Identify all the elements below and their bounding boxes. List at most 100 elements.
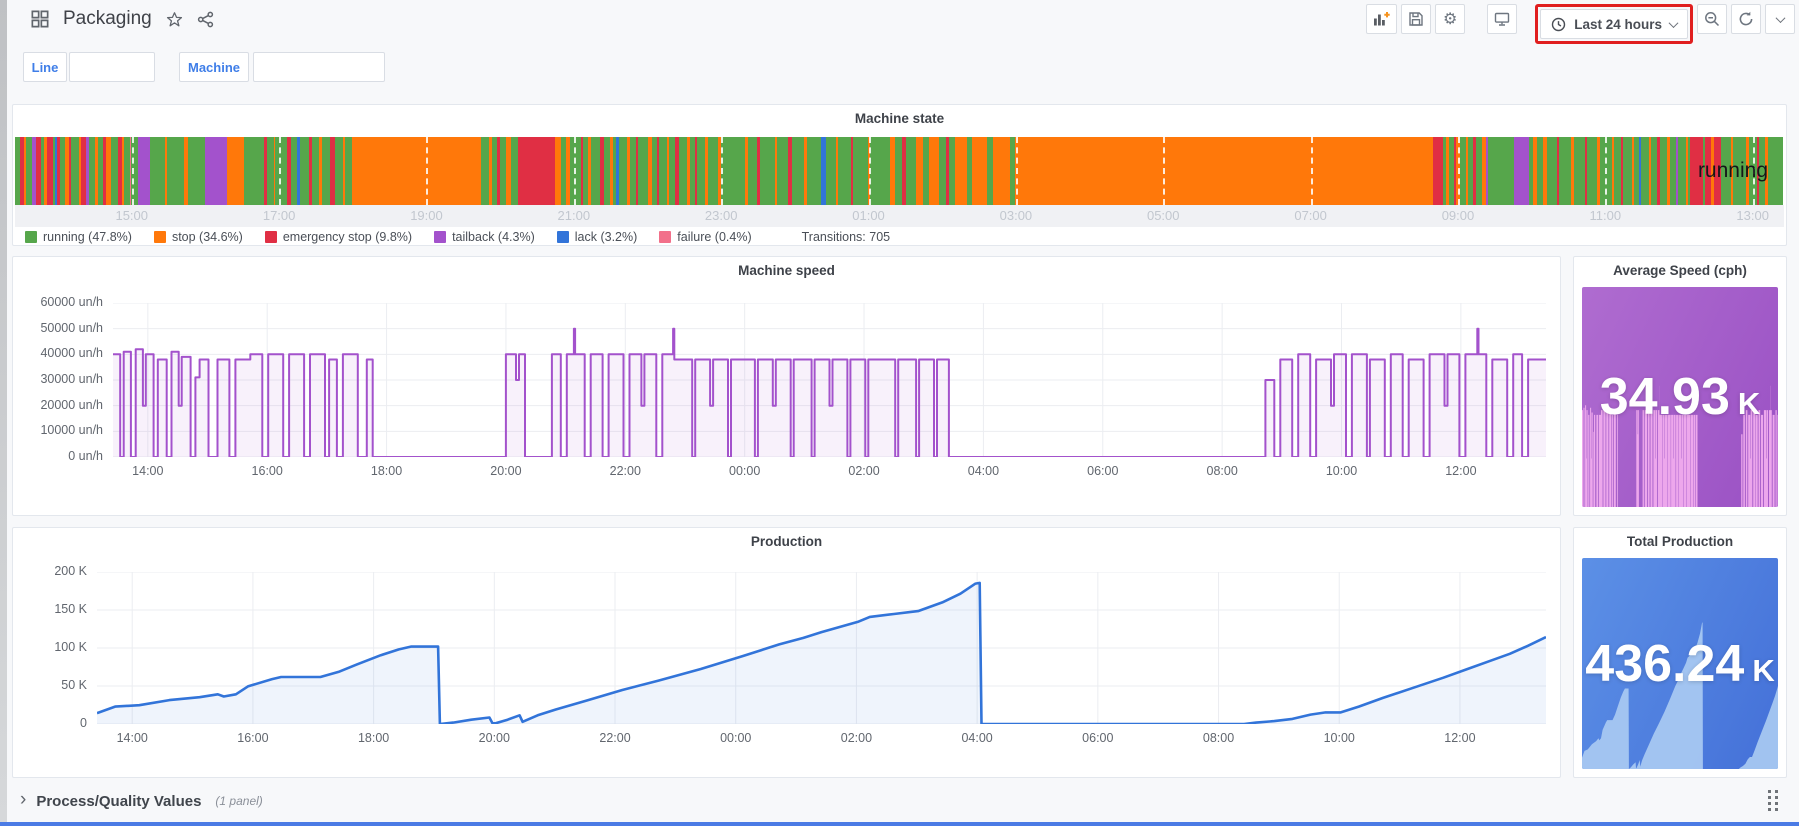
legend-item[interactable]: lack (3.2%) xyxy=(556,230,637,244)
panel-title-machine-speed[interactable]: Machine speed xyxy=(738,263,835,278)
state-segment xyxy=(1475,137,1482,205)
state-segment xyxy=(732,137,746,205)
state-segment xyxy=(335,137,343,205)
x-tick-label: 08:00 xyxy=(1206,464,1238,478)
state-segment xyxy=(853,137,868,205)
bottom-edge-line xyxy=(0,822,1799,826)
state-segment xyxy=(1634,137,1639,205)
x-tick-label: 16:00 xyxy=(237,731,269,745)
settings-gear-icon[interactable]: ⚙ xyxy=(1435,4,1466,34)
panel-title-production[interactable]: Production xyxy=(750,534,823,549)
state-segment xyxy=(905,137,916,205)
state-segment xyxy=(774,137,778,205)
state-segment xyxy=(1446,137,1449,205)
y-tick-label: 0 un/h xyxy=(68,449,103,463)
state-segment xyxy=(1688,137,1691,205)
x-tick-label: 13:00 xyxy=(1736,208,1769,223)
drag-handle-icon[interactable] xyxy=(1768,790,1779,812)
state-segment xyxy=(1488,137,1495,205)
legend-item[interactable]: stop (34.6%) xyxy=(153,230,243,244)
y-tick-label: 10000 un/h xyxy=(40,423,103,438)
total-production-sparkline xyxy=(1582,622,1778,769)
state-segment xyxy=(678,137,688,205)
state-segment xyxy=(659,137,667,205)
state-segment xyxy=(1733,137,1746,205)
panel-title-average-speed[interactable]: Average Speed (cph) xyxy=(1613,263,1747,278)
machine-variable-input[interactable] xyxy=(253,52,385,82)
state-segment xyxy=(806,137,822,205)
state-segment xyxy=(759,137,775,205)
state-segment xyxy=(1453,137,1457,205)
save-icon[interactable] xyxy=(1401,4,1432,34)
state-segment xyxy=(56,137,61,205)
state-segment xyxy=(1611,137,1615,205)
line-variable-input[interactable] xyxy=(69,52,155,82)
left-edge-strip xyxy=(0,0,7,826)
legend-item[interactable]: tailback (4.3%) xyxy=(434,230,535,244)
state-segment xyxy=(1711,137,1714,205)
y-tick-label: 50 K xyxy=(61,678,87,692)
tv-mode-icon[interactable] xyxy=(1487,4,1518,34)
state-segment xyxy=(342,137,346,205)
add-panel-button[interactable] xyxy=(1366,4,1398,34)
row-process-quality-values[interactable]: › Process/Quality Values (1 panel) xyxy=(12,786,1787,816)
state-segment xyxy=(946,137,949,205)
time-picker-annotation: Last 24 hours xyxy=(1535,4,1693,44)
state-segment xyxy=(1767,137,1783,205)
state-segment xyxy=(1648,137,1652,205)
state-segment xyxy=(297,137,300,205)
x-tick-label: 17:00 xyxy=(262,208,296,223)
panel-title-total-production[interactable]: Total Production xyxy=(1626,534,1734,549)
state-segment xyxy=(1573,137,1585,205)
time-range-picker[interactable]: Last 24 hours xyxy=(1540,9,1688,39)
state-segment xyxy=(993,137,1011,205)
average-speed-panel: Average Speed (cph) 34.93 K xyxy=(1573,256,1787,516)
state-segment xyxy=(1705,137,1712,205)
state-segment xyxy=(612,137,617,205)
x-tick-label: 06:00 xyxy=(1087,464,1119,478)
machine-speed-plot[interactable] xyxy=(113,302,1546,457)
state-legend: running (47.8%) stop (34.6%) emergency sto… xyxy=(25,229,890,245)
x-tick-label: 09:00 xyxy=(1441,208,1475,223)
legend-item[interactable]: failure (0.4%) xyxy=(659,230,752,244)
refresh-interval-dropdown[interactable] xyxy=(1765,4,1795,34)
legend-item[interactable]: emergency stop (9.8%) xyxy=(264,230,412,244)
state-time-axis: 15:00 17:00 19:00 21:00 23:00 01:00 03:00 05:00… xyxy=(15,205,1784,227)
production-plot[interactable] xyxy=(97,571,1546,724)
state-segment xyxy=(1713,137,1722,205)
y-tick-label: 50000 un/h xyxy=(40,320,103,335)
state-timeline[interactable] xyxy=(15,137,1784,205)
panel-title-machine-state[interactable]: Machine state xyxy=(854,111,945,126)
state-segment xyxy=(499,137,506,205)
machine-state-panel: Machine state running 15:00 17:00 19:00 21:… xyxy=(12,104,1787,246)
share-icon[interactable] xyxy=(197,11,214,28)
state-segment xyxy=(967,137,973,205)
line-variable-label[interactable]: Line xyxy=(23,52,67,82)
state-segment xyxy=(1678,137,1686,205)
state-segment xyxy=(1494,137,1514,205)
production-panel: Production 0 50 K 100 K 150 K 200 K 14:00 16:0… xyxy=(12,527,1561,778)
state-segment xyxy=(948,137,955,205)
state-segment xyxy=(697,137,705,205)
apps-grid-icon[interactable] xyxy=(31,10,49,28)
state-segment xyxy=(1537,137,1544,205)
state-segment xyxy=(40,137,45,205)
x-tick-label: 02:00 xyxy=(840,731,873,745)
state-segment xyxy=(1690,137,1703,205)
refresh-button[interactable] xyxy=(1731,4,1761,34)
state-segment xyxy=(1556,137,1560,205)
star-icon[interactable] xyxy=(166,11,183,28)
state-segment xyxy=(894,137,903,205)
state-segment xyxy=(19,137,24,205)
zoom-out-button[interactable] xyxy=(1697,4,1727,34)
state-segment xyxy=(1651,137,1658,205)
state-segment xyxy=(1667,137,1670,205)
average-speed-sparkline xyxy=(1582,385,1778,507)
x-tick-label: 10:00 xyxy=(1323,731,1355,745)
state-segment xyxy=(1599,137,1605,205)
machine-variable-label[interactable]: Machine xyxy=(179,52,249,82)
state-segment xyxy=(254,137,265,205)
state-segment xyxy=(330,137,336,205)
legend-color-swatch xyxy=(25,231,37,243)
legend-item[interactable]: running (47.8%) xyxy=(25,230,132,244)
